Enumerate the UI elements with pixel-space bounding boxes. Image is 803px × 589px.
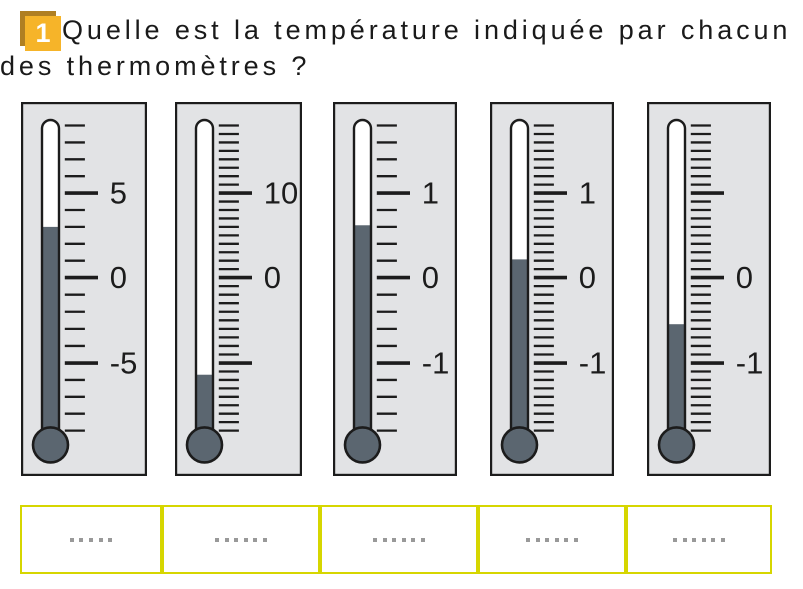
svg-text:5: 5 — [110, 175, 127, 210]
svg-text:10: 10 — [264, 175, 298, 210]
svg-text:-1: -1 — [422, 345, 450, 380]
svg-text:-5: -5 — [110, 345, 138, 380]
svg-text:1: 1 — [422, 175, 439, 210]
svg-text:0: 0 — [110, 260, 127, 295]
svg-text:-1: -1 — [736, 345, 764, 380]
svg-text:-1: -1 — [579, 345, 607, 380]
svg-text:0: 0 — [579, 260, 596, 295]
svg-text:0: 0 — [264, 260, 281, 295]
svg-text:1: 1 — [579, 175, 596, 210]
svg-text:0: 0 — [422, 260, 439, 295]
svg-text:0: 0 — [736, 260, 753, 295]
